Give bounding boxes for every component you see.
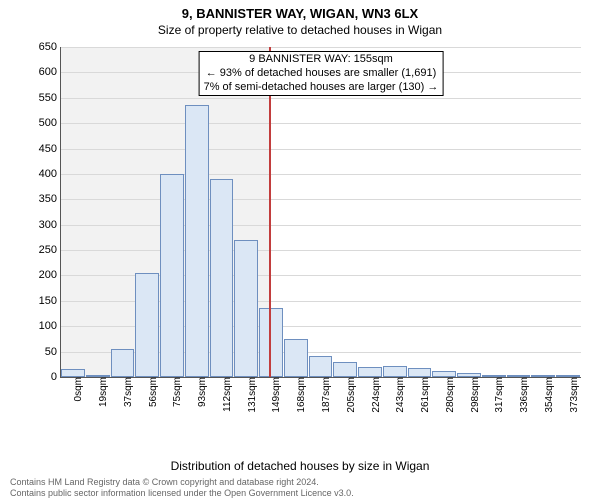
x-tick-label: 205sqm [344,377,357,413]
histogram-bar [358,367,382,377]
footer-copyright-1: Contains HM Land Registry data © Crown c… [10,477,590,488]
y-tick-label: 200 [39,269,61,281]
histogram-bar [383,366,407,377]
x-tick-label: 168sqm [294,377,307,413]
gridline [61,149,581,150]
annotation-line-1: 9 BANNISTER WAY: 155sqm [204,53,439,67]
x-tick-label: 93sqm [195,377,208,407]
y-tick-label: 250 [39,244,61,256]
footer-copyright-2: Contains public sector information licen… [10,488,590,499]
histogram-bar [160,174,184,377]
x-axis-label: Distribution of detached houses by size … [0,459,600,473]
x-tick-label: 336sqm [517,377,530,413]
y-tick-label: 550 [39,92,61,104]
histogram-bar [259,308,283,377]
gridline [61,225,581,226]
annotation-line-2: ← 93% of detached houses are smaller (1,… [204,67,439,81]
x-tick-label: 261sqm [418,377,431,413]
y-tick-label: 350 [39,193,61,205]
histogram-bar [309,356,333,377]
x-tick-label: 112sqm [220,377,233,412]
y-tick-label: 400 [39,168,61,180]
x-tick-label: 280sqm [443,377,456,413]
annotation-line-3: 7% of semi-detached houses are larger (1… [204,81,439,95]
histogram-bar [61,369,85,377]
x-tick-label: 0sqm [71,377,84,401]
y-tick-label: 0 [51,371,61,383]
x-tick-label: 243sqm [393,377,406,413]
histogram-bar [333,362,357,377]
histogram-bar [284,339,308,377]
y-tick-label: 150 [39,295,61,307]
gridline [61,199,581,200]
gridline [61,123,581,124]
histogram-bar [111,349,135,377]
histogram-bar [234,240,258,377]
chart-title: 9, BANNISTER WAY, WIGAN, WN3 6LX [0,0,600,21]
histogram-bar [408,368,432,377]
y-tick-label: 650 [39,41,61,53]
histogram-bar [210,179,234,377]
x-tick-label: 187sqm [319,377,332,413]
x-tick-label: 131sqm [245,377,258,413]
plot-region: 0501001502002503003504004505005506006500… [60,47,581,378]
histogram-bar [135,273,159,377]
gridline [61,98,581,99]
x-tick-label: 19sqm [96,377,109,407]
property-annotation: 9 BANNISTER WAY: 155sqm ← 93% of detache… [199,51,444,96]
chart-subtitle: Size of property relative to detached ho… [0,21,600,37]
x-tick-label: 56sqm [146,377,159,407]
x-tick-label: 224sqm [369,377,382,413]
x-tick-label: 149sqm [269,377,282,413]
gridline [61,174,581,175]
chart-area: Number of detached properties 0501001502… [0,37,600,457]
x-tick-label: 298sqm [468,377,481,413]
y-tick-label: 300 [39,219,61,231]
x-tick-label: 317sqm [492,377,505,413]
x-tick-label: 37sqm [121,377,134,407]
histogram-bar [185,105,209,377]
y-tick-label: 50 [45,346,61,358]
y-tick-label: 450 [39,143,61,155]
y-tick-label: 500 [39,117,61,129]
gridline [61,47,581,48]
x-tick-label: 75sqm [170,377,183,407]
x-tick-label: 354sqm [542,377,555,413]
gridline [61,250,581,251]
y-tick-label: 100 [39,320,61,332]
y-tick-label: 600 [39,66,61,78]
property-marker-line [269,47,271,377]
x-tick-label: 373sqm [567,377,580,413]
